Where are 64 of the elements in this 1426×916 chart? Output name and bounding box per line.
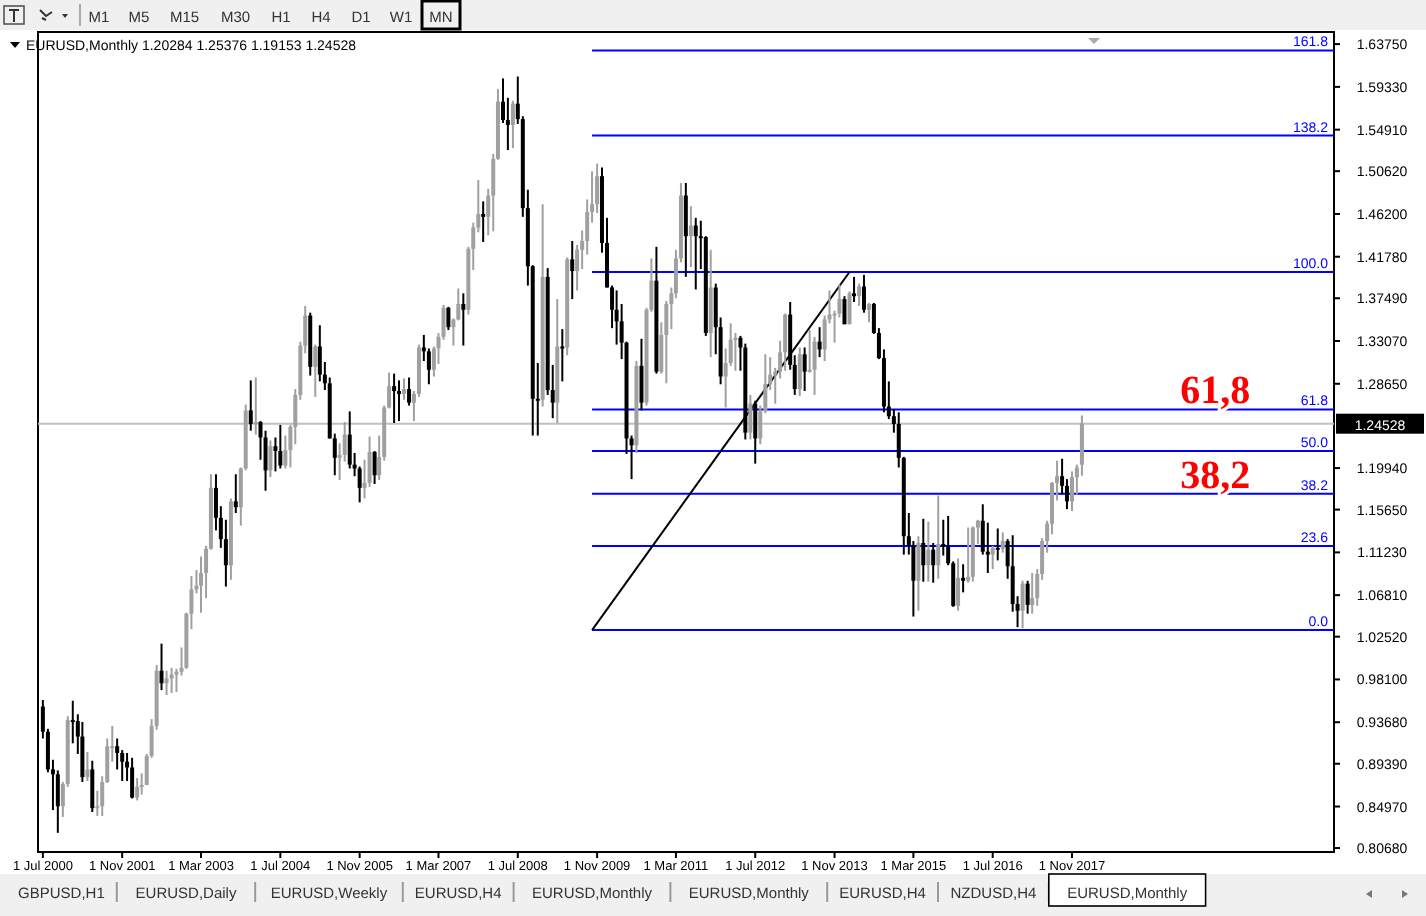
annotation: 61,8 [1180, 369, 1251, 414]
candlestick [130, 756, 135, 800]
candlestick [688, 205, 693, 269]
candlestick [797, 346, 802, 397]
candlestick [248, 379, 253, 432]
candlestick [857, 282, 862, 307]
candlestick [956, 557, 961, 612]
candlestick [941, 518, 946, 557]
candlestick [90, 759, 95, 814]
candlestick [1000, 531, 1005, 554]
candlestick [1070, 470, 1074, 513]
candlestick [861, 273, 866, 314]
candlestick [268, 439, 273, 479]
candlestick [570, 240, 575, 301]
candlestick [481, 200, 486, 244]
candlestick [164, 669, 169, 696]
candlestick [842, 295, 847, 326]
candlestick [921, 517, 926, 583]
candlestick [510, 99, 515, 150]
candlestick [916, 535, 921, 612]
candlestick [748, 393, 753, 441]
candlestick [253, 376, 258, 436]
candlestick [313, 343, 318, 398]
candlestick [347, 410, 352, 470]
candlestick [233, 473, 238, 514]
candlestick [278, 423, 283, 470]
candlestick [936, 494, 941, 580]
candlestick [802, 346, 807, 393]
candlestick [446, 305, 451, 332]
candlestick [407, 376, 412, 407]
candlestick [1025, 579, 1030, 615]
candlestick [995, 527, 1000, 562]
candlestick [693, 216, 698, 291]
candlestick [402, 377, 407, 401]
candlestick [1030, 571, 1035, 615]
candlestick [683, 181, 688, 278]
candlestick [961, 563, 966, 594]
candlestick [753, 399, 758, 465]
candlestick [639, 337, 644, 412]
candlestick [263, 429, 268, 492]
annotation: 38,2 [1180, 453, 1251, 498]
candlestick [461, 292, 466, 347]
candlestick [85, 751, 90, 783]
candlestick [159, 642, 164, 692]
candlestick [708, 248, 713, 359]
candlestick [783, 312, 788, 372]
candlestick [852, 275, 857, 304]
candlestick [926, 520, 931, 583]
candlestick [812, 335, 817, 396]
candlestick [392, 372, 397, 424]
candlestick [733, 331, 738, 372]
candlestick [396, 379, 401, 423]
candlestick [867, 301, 872, 324]
candlestick [966, 526, 971, 584]
candlestick [931, 541, 936, 584]
candlestick [317, 324, 322, 383]
candlestick [1020, 579, 1025, 630]
candlestick [372, 450, 377, 485]
candlestick [817, 326, 822, 359]
candlestick [560, 328, 565, 383]
candlestick [80, 721, 85, 784]
candlestick [135, 777, 140, 802]
candlestick [990, 544, 995, 571]
candlestick [847, 290, 852, 326]
